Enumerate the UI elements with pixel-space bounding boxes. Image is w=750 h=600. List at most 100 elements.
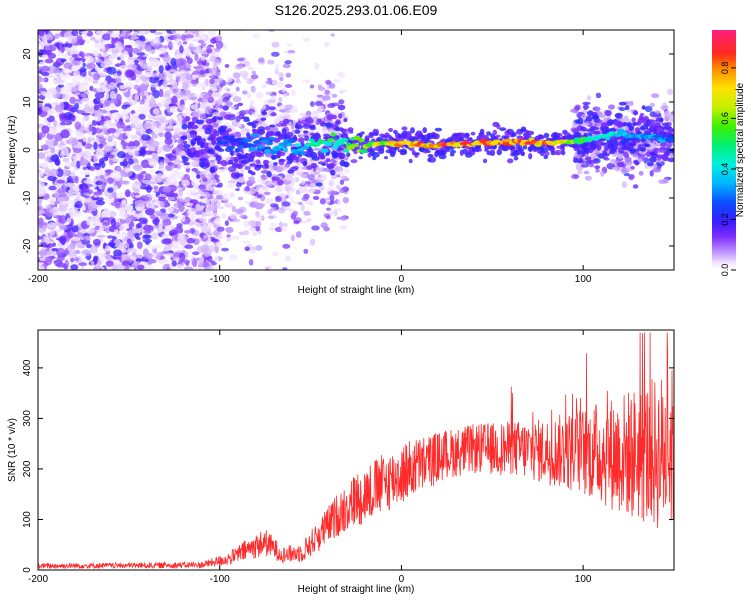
spectrogram-noise-blob [162,53,171,63]
spectrogram-band-halo [640,147,646,152]
spectrogram-scatter-blob [577,170,583,175]
spectrogram-band-halo [661,122,670,127]
spectrogram-noise-blob [176,138,184,144]
spectrogram-band-halo [297,137,305,143]
spectrogram-noise-blob [82,135,89,143]
spectrogram-band-halo [264,126,271,131]
spectrogram-noise-blob [64,182,74,187]
spectrogram-noise-blob [107,242,116,247]
spectrogram-band-halo [496,123,501,130]
spectrogram-noise-blob [60,146,69,156]
spectrogram-band-halo [271,176,280,181]
spectrogram-scatter-blob [212,213,219,217]
spectrogram-noise-blob [198,30,206,35]
spectrogram-scatter-blob [247,179,256,185]
spectrogram-noise-blob [80,93,87,98]
spectrogram-noise-blob [136,241,143,249]
spectrogram-noise-blob [67,36,73,44]
spectrogram-scatter-blob [212,112,222,117]
spectrogram-noise-blob [184,229,192,234]
spectrogram-band-halo [513,156,519,161]
spectrogram-scatter-blob [275,123,283,127]
spectrogram-scatter-blob [232,96,242,103]
spectrogram-band-halo [520,126,527,131]
spectrogram-noise-blob [80,30,89,34]
spectrogram-scatter-blob [293,220,300,225]
spectrogram-noise-blob [123,50,129,58]
spectrogram-band-halo [310,162,318,169]
spectrogram-noise-blob [197,82,207,87]
spectrogram-noise-blob [106,31,114,35]
spectrogram-band-halo [580,126,585,131]
spectrogram-noise-blob [178,131,189,136]
spectrogram-noise-blob [134,79,141,83]
spectrogram-scatter-blob [307,201,314,206]
spectrogram-noise-blob [81,112,91,116]
spectrogram-band-halo [656,127,663,132]
spectrogram-noise-blob [38,77,47,82]
spectrogram-band-halo [324,122,333,128]
spectrogram-noise-blob [194,53,199,62]
spectrogram-noise-blob [134,199,145,207]
spectrogram-scatter-blob [235,77,241,84]
spectrogram-band-core [359,149,368,154]
spectrogram-scatter-blob [202,38,209,42]
spectrogram-band-halo [183,140,188,145]
spectrogram-scatter-blob [336,184,341,190]
spectrogram-noise-blob [198,62,203,69]
spectrogram-band-core [220,141,229,145]
spectrogram-scatter-blob [342,197,349,204]
spectrogram-scatter-blob [589,163,595,168]
spectrogram-noise-blob [207,30,217,37]
spectrogram-noise-blob [173,239,181,247]
spectrogram-noise-blob [150,95,155,105]
spectrogram-noise-blob [53,69,63,74]
spectrogram-scatter-blob [279,104,286,110]
spectrogram-noise-blob [125,264,129,270]
spectrogram-band-halo [216,136,224,142]
spectrogram-noise-blob [42,175,49,183]
spectrogram-scatter-blob [260,185,267,190]
spectrogram-band-core [573,137,581,141]
spectrogram-scatter-blob [324,41,330,48]
spectrogram-noise-blob [176,223,183,228]
spectrogram-scatter-blob [212,92,221,97]
spectrogram-scatter-blob [236,23,244,26]
spectrogram-band-core [299,151,306,156]
spectrogram-noise-blob [175,124,182,129]
spectrogram-noise-blob [190,30,200,35]
spectrogram-band-core [653,134,663,138]
spectrogram-noise-blob [162,218,172,227]
spectrogram-scatter-blob [272,251,279,257]
spectrogram-noise-blob [125,131,132,137]
spectrogram-noise-blob [38,169,45,177]
spectrogram-noise-blob [94,163,101,170]
spectrogram-noise-blob [89,228,96,233]
spectrogram-noise-blob [93,127,103,134]
spectrogram-band-halo [583,132,588,137]
spectrogram-noise-blob [96,84,106,93]
spectrogram-noise-blob [95,180,103,186]
spectrogram-noise-blob [157,47,167,55]
spectrogram-noise-blob [38,41,45,50]
spectrogram-band-core [250,133,260,138]
spectrogram-noise-blob [141,63,148,70]
spectrogram-band-halo [216,160,223,165]
spectrogram-scatter-blob [628,174,635,181]
spectrogram-noise-blob [125,83,136,87]
spectrogram-band-halo [449,149,456,154]
spectrogram-noise-blob [44,167,51,177]
chart-title: S126.2025.293.01.06.E09 [275,2,438,18]
spectrogram-noise-blob [49,168,59,177]
spectrogram-noise-blob [103,80,108,86]
spectrogram-scatter-blob [260,276,265,281]
spectrogram-scatter-blob [638,170,644,176]
spectrogram-band-halo [422,127,428,134]
spectrogram-noise-blob [56,179,65,184]
spectrogram-scatter-blob [285,175,294,182]
spectrogram-noise-blob [125,44,132,48]
spectrogram-scatter-blob [288,108,298,113]
spectrogram-noise-blob [215,40,224,49]
spectrogram-scatter-blob [319,198,326,205]
